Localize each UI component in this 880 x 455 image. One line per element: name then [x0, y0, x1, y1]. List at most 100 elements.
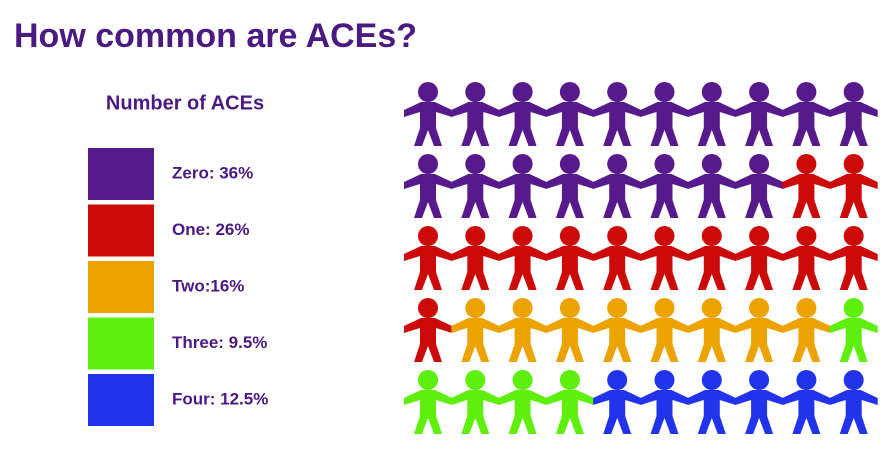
figure-body	[640, 102, 689, 146]
figure-body	[545, 174, 594, 218]
figure-head	[701, 226, 722, 246]
figure-body	[687, 246, 736, 290]
figure-body	[451, 174, 500, 218]
figure-head	[654, 154, 675, 174]
person-figure	[735, 298, 784, 362]
figure-head	[465, 226, 486, 246]
figure-head	[559, 82, 580, 102]
person-figure	[451, 82, 500, 146]
legend-label: Two:16%	[172, 276, 244, 295]
person-figure	[782, 82, 831, 146]
figure-body	[498, 174, 547, 218]
person-figure	[782, 226, 831, 290]
figure-head	[465, 82, 486, 102]
person-figure	[829, 226, 878, 290]
figure-head	[607, 370, 628, 390]
figure-head	[843, 82, 864, 102]
figure-body	[640, 318, 689, 362]
person-figure	[782, 298, 831, 362]
figure-head	[418, 298, 438, 318]
figure-body	[404, 390, 452, 434]
figure-head	[512, 82, 533, 102]
figure-body	[782, 102, 831, 146]
person-figure	[687, 298, 736, 362]
person-figure	[404, 298, 452, 362]
figure-head	[465, 370, 486, 390]
person-figure	[593, 154, 642, 218]
person-figure	[829, 154, 878, 218]
figure-head	[465, 154, 486, 174]
person-figure	[404, 154, 452, 218]
person-figure	[593, 370, 642, 434]
person-figure	[829, 298, 878, 362]
figure-body	[687, 318, 736, 362]
chart-title: How common are ACEs?	[14, 17, 417, 55]
person-figure	[687, 370, 736, 434]
figure-head	[607, 298, 628, 318]
figure-head	[654, 226, 675, 246]
figure-head	[843, 298, 864, 318]
figure-head	[607, 82, 628, 102]
person-figure	[829, 82, 878, 146]
person-figure	[735, 226, 784, 290]
figure-head	[418, 226, 438, 246]
legend-swatch	[88, 261, 154, 313]
legend-swatch	[88, 204, 154, 257]
person-figure	[498, 82, 547, 146]
person-figure	[593, 226, 642, 290]
person-figure	[498, 154, 547, 218]
person-figure	[451, 226, 500, 290]
figure-head	[559, 226, 580, 246]
figure-head	[418, 82, 438, 102]
legend-swatch	[88, 317, 154, 370]
person-figure	[404, 370, 452, 434]
legend-title: Number of ACEs	[106, 92, 264, 114]
person-figure	[640, 82, 689, 146]
figure-head	[418, 370, 438, 390]
legend-label: Zero: 36%	[172, 163, 253, 182]
figure-head	[796, 226, 817, 246]
figure-head	[654, 298, 675, 318]
figure-body	[451, 318, 500, 362]
person-figure	[451, 154, 500, 218]
figure-body	[829, 174, 878, 218]
figure-head	[559, 298, 580, 318]
person-figure	[404, 226, 452, 290]
figure-head	[512, 226, 533, 246]
figure-body	[593, 318, 642, 362]
figure-head	[701, 154, 722, 174]
figure-head	[465, 298, 486, 318]
figure-head	[512, 298, 533, 318]
figure-head	[654, 370, 675, 390]
figure-body	[782, 318, 831, 362]
figure-head	[701, 370, 722, 390]
person-figure	[687, 82, 736, 146]
person-figure	[593, 298, 642, 362]
figure-head	[749, 82, 770, 102]
figure-body	[687, 102, 736, 146]
figure-head	[607, 154, 628, 174]
figure-body	[545, 102, 594, 146]
figure-body	[735, 102, 784, 146]
figure-body	[735, 390, 784, 434]
person-figure	[782, 370, 831, 434]
figure-head	[607, 226, 628, 246]
figure-body	[404, 174, 452, 218]
figure-body	[640, 246, 689, 290]
figure-body	[498, 102, 547, 146]
figure-body	[735, 174, 784, 218]
legend-swatch	[88, 374, 154, 426]
figure-head	[796, 154, 817, 174]
figure-body	[782, 390, 831, 434]
person-figure	[640, 370, 689, 434]
figure-head	[559, 370, 580, 390]
figure-head	[701, 298, 722, 318]
person-figure	[593, 82, 642, 146]
figure-body	[498, 318, 547, 362]
figure-body	[451, 246, 500, 290]
figure-body	[829, 318, 878, 362]
figure-body	[687, 390, 736, 434]
person-figure	[545, 82, 594, 146]
person-figure	[545, 154, 594, 218]
person-figure	[545, 226, 594, 290]
